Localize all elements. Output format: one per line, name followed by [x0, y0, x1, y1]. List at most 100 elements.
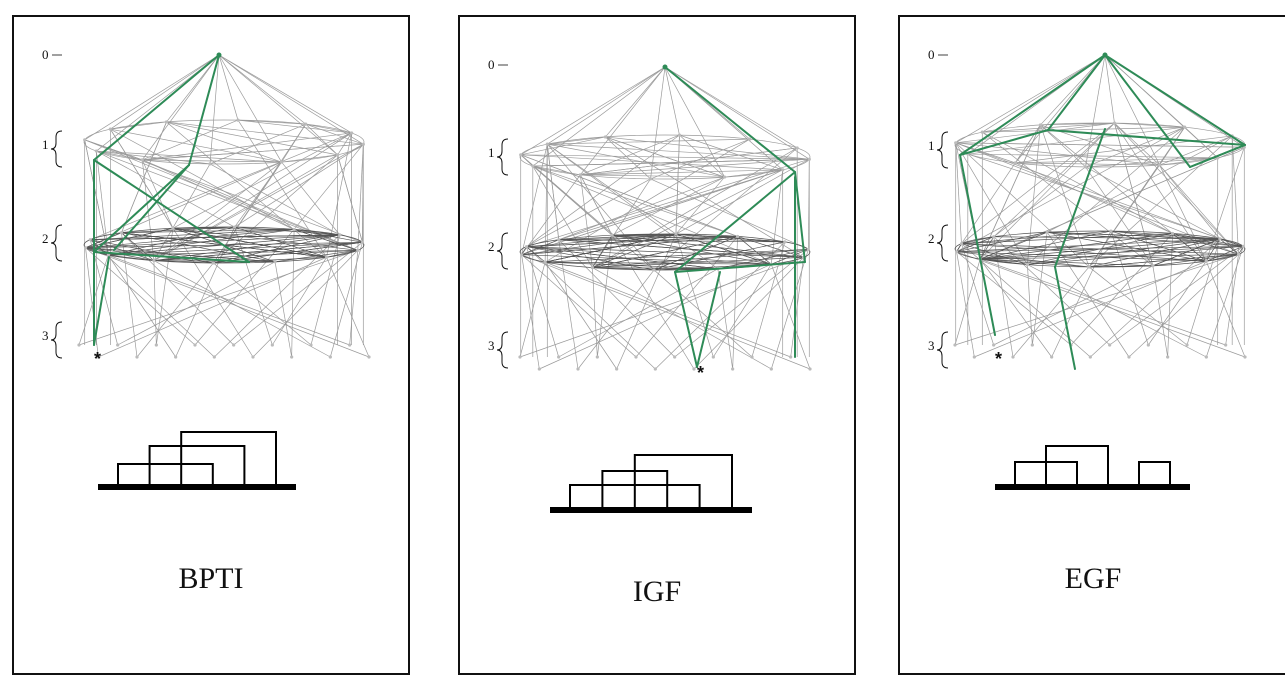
edge: [234, 143, 364, 228]
edge: [674, 249, 809, 358]
edge: [166, 121, 282, 163]
graph-node: [955, 250, 959, 254]
graph-node: [360, 240, 365, 244]
edge: [547, 143, 719, 270]
graph-node: [1038, 123, 1042, 127]
graph-node: [545, 142, 549, 146]
edge: [547, 136, 606, 145]
edge: [214, 234, 340, 358]
edge: [580, 134, 680, 176]
edge: [732, 236, 738, 370]
level2-ring-edges: [954, 230, 1246, 268]
edge: [547, 143, 810, 160]
edge: [85, 229, 295, 249]
edge: [980, 258, 1153, 267]
graph-node: [1050, 355, 1054, 359]
edge: [558, 268, 719, 358]
graph-node: [174, 355, 178, 359]
background-edges: [519, 66, 811, 370]
graph-node: [781, 168, 785, 172]
edge: [980, 258, 1226, 346]
edge: [650, 138, 750, 180]
edge: [326, 249, 358, 258]
edge: [209, 54, 220, 164]
disulfide-loop: [1014, 461, 1078, 484]
edge: [961, 243, 1207, 262]
graph-node: [1083, 165, 1088, 169]
graph-node: [1112, 121, 1117, 125]
edge: [209, 123, 306, 165]
edge: [980, 233, 1173, 260]
highlighted-edge: [188, 54, 220, 166]
edge: [1110, 230, 1244, 247]
hierarchy-graph-egf: 0 1 2 3 *: [928, 47, 1247, 370]
edge: [153, 143, 364, 261]
edge: [108, 226, 235, 256]
highlighted-edge: [959, 54, 1106, 156]
edge: [153, 163, 211, 261]
panel-bpti: 0 1 2 3 * BPTI: [12, 15, 410, 675]
edge: [979, 236, 995, 260]
edge: [956, 251, 1072, 346]
edge: [675, 233, 714, 358]
graph-node: [1241, 244, 1245, 248]
graph-node: [171, 226, 175, 230]
edge: [558, 239, 579, 370]
edge: [142, 159, 282, 163]
graph-node: [590, 265, 594, 270]
edge: [1015, 54, 1106, 164]
graph-node: [807, 157, 811, 161]
graph-node: [673, 355, 677, 359]
edge: [1085, 166, 1221, 240]
edge: [967, 153, 1218, 159]
level-label-2: 2: [42, 231, 49, 246]
level-label-0: 0: [488, 57, 495, 72]
edge: [544, 144, 548, 263]
disulfide-loop: [180, 431, 277, 484]
graph-node: [356, 248, 360, 252]
graph-node: [603, 135, 607, 139]
edge: [520, 154, 613, 236]
graph-node: [1088, 355, 1092, 359]
highlighted-edge: [93, 256, 110, 346]
edge: [770, 169, 784, 265]
edge: [1205, 238, 1221, 262]
edge: [142, 119, 239, 161]
level-label-0: 0: [42, 47, 49, 62]
edge: [546, 144, 560, 240]
edge: [580, 147, 798, 176]
graph-node: [94, 149, 98, 153]
graph-node: [1171, 231, 1175, 236]
edge: [108, 249, 358, 256]
edge: [1104, 54, 1185, 128]
edge: [545, 233, 677, 263]
graph-node: [350, 131, 354, 135]
highlighted-edge: [664, 66, 796, 173]
edge: [85, 247, 196, 346]
edge: [558, 239, 675, 358]
edge: [90, 234, 340, 241]
edge: [982, 122, 1115, 133]
edge: [521, 254, 637, 358]
edge: [153, 234, 340, 261]
highlighted-edge: [1054, 128, 1106, 268]
level1-ring: [83, 119, 365, 165]
graph-node: [954, 141, 958, 145]
graph-node: [677, 133, 682, 137]
edge: [218, 54, 282, 163]
edge: [993, 265, 1154, 346]
edge: [213, 256, 327, 264]
edge: [1015, 162, 1173, 234]
edge: [1114, 122, 1185, 128]
edge: [521, 174, 581, 255]
edge: [547, 66, 666, 145]
graph-node: [806, 247, 810, 251]
apex-node: [662, 64, 668, 70]
edge: [592, 267, 598, 358]
highlighted-path: [664, 66, 806, 368]
edge: [956, 251, 1246, 358]
edge: [213, 262, 312, 346]
level-brace: [936, 131, 949, 169]
graph-node: [674, 232, 678, 236]
graph-node: [1236, 252, 1241, 256]
